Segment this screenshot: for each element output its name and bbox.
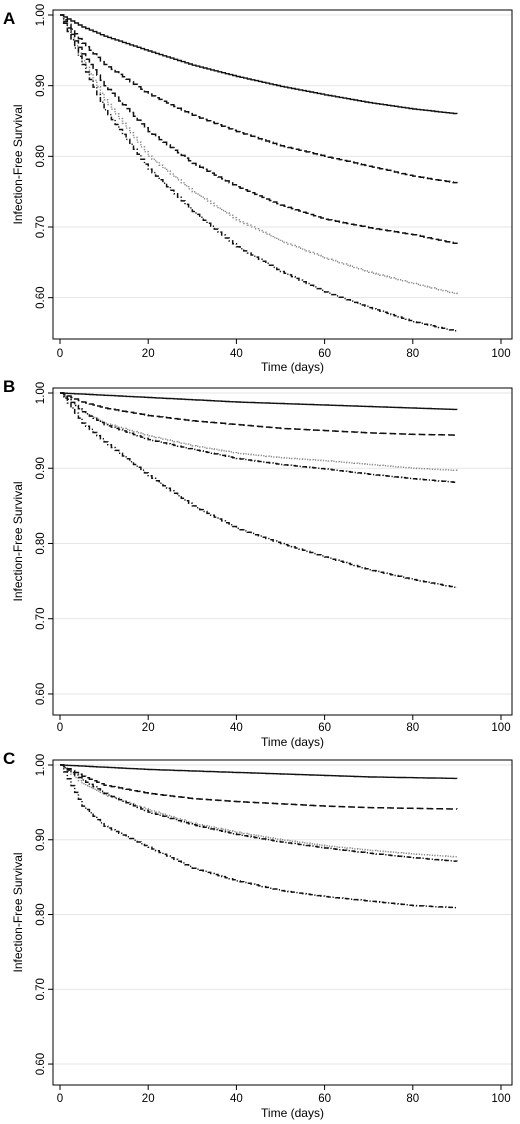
series-line xyxy=(60,764,458,858)
y-axis-title: Infection-Free Survival xyxy=(11,852,25,972)
panel-letter: C xyxy=(3,749,15,768)
x-tick-label: 20 xyxy=(142,722,155,734)
x-tick-label: 100 xyxy=(491,348,510,360)
series-line xyxy=(60,392,458,588)
panel-letter: A xyxy=(3,9,15,28)
series-line xyxy=(60,14,458,332)
x-tick-label: 40 xyxy=(230,722,243,734)
series-line xyxy=(60,764,458,810)
x-tick-label: 60 xyxy=(318,1093,331,1105)
x-tick-label: 40 xyxy=(230,348,243,360)
y-tick-label: 0.80 xyxy=(35,532,47,554)
x-tick-label: 80 xyxy=(406,722,419,734)
series-line xyxy=(60,392,458,411)
y-tick-label: 0.80 xyxy=(35,145,47,167)
series-line xyxy=(60,14,458,184)
y-tick-label: 0.70 xyxy=(35,608,47,630)
plot-frame xyxy=(52,387,513,716)
x-tick-label: 40 xyxy=(230,1093,243,1105)
series-line xyxy=(60,392,457,436)
y-tick-label: 0.80 xyxy=(35,903,47,925)
series-line xyxy=(60,14,458,295)
plot-frame xyxy=(52,759,513,1086)
x-tick-label: 0 xyxy=(57,722,63,734)
y-axis-title: Infection-Free Survival xyxy=(11,481,25,601)
y-tick-label: 0.60 xyxy=(35,1053,47,1075)
y-axis-title: Infection-Free Survival xyxy=(11,104,25,224)
y-tick-label: 0.90 xyxy=(35,829,47,851)
chart-panel-c: C 0.60 0.70 0.80 0.90 1.00 0 20 40 60 80 100 Time (d… xyxy=(3,749,513,1120)
y-tick-label: 0.70 xyxy=(35,216,47,238)
series-line xyxy=(60,764,458,862)
y-tick-label: 1.00 xyxy=(35,4,47,26)
y-tick-label: 0.90 xyxy=(35,457,47,479)
series-line xyxy=(60,392,458,483)
x-axis-title: Time (days) xyxy=(261,735,324,749)
x-tick-label: 100 xyxy=(491,722,510,734)
x-axis-title: Time (days) xyxy=(261,1106,324,1120)
y-tick-label: 0.90 xyxy=(35,74,47,96)
x-tick-label: 80 xyxy=(406,1093,419,1105)
y-tick-label: 0.60 xyxy=(35,286,47,308)
x-tick-label: 20 xyxy=(142,348,155,360)
x-tick-label: 100 xyxy=(491,1093,510,1105)
y-tick-label: 0.60 xyxy=(35,683,47,705)
series-line xyxy=(60,14,458,115)
chart-panel-b: B 0.60 0.70 0.80 0.90 1.00 0 20 40 60 80 100 Time (d… xyxy=(3,377,513,749)
y-tick-label: 1.00 xyxy=(35,382,47,404)
x-axis-title: Time (days) xyxy=(261,360,324,374)
series-line xyxy=(60,764,458,909)
x-tick-label: 60 xyxy=(318,348,331,360)
panel-letter: B xyxy=(3,377,15,396)
x-tick-label: 60 xyxy=(318,722,331,734)
x-tick-label: 0 xyxy=(57,1093,63,1105)
series-line xyxy=(60,764,458,780)
x-tick-label: 80 xyxy=(406,348,419,360)
series-line xyxy=(60,392,458,472)
x-tick-label: 0 xyxy=(57,348,63,360)
plot-frame xyxy=(52,9,513,340)
y-tick-label: 1.00 xyxy=(35,754,47,776)
y-tick-label: 0.70 xyxy=(35,978,47,1000)
series-line xyxy=(60,14,458,244)
chart-panel-a: A 0.60 0.70 0.80 0.90 1.00 0 20 40 60 80 100 Time (d… xyxy=(3,4,513,374)
x-tick-label: 20 xyxy=(142,1093,155,1105)
